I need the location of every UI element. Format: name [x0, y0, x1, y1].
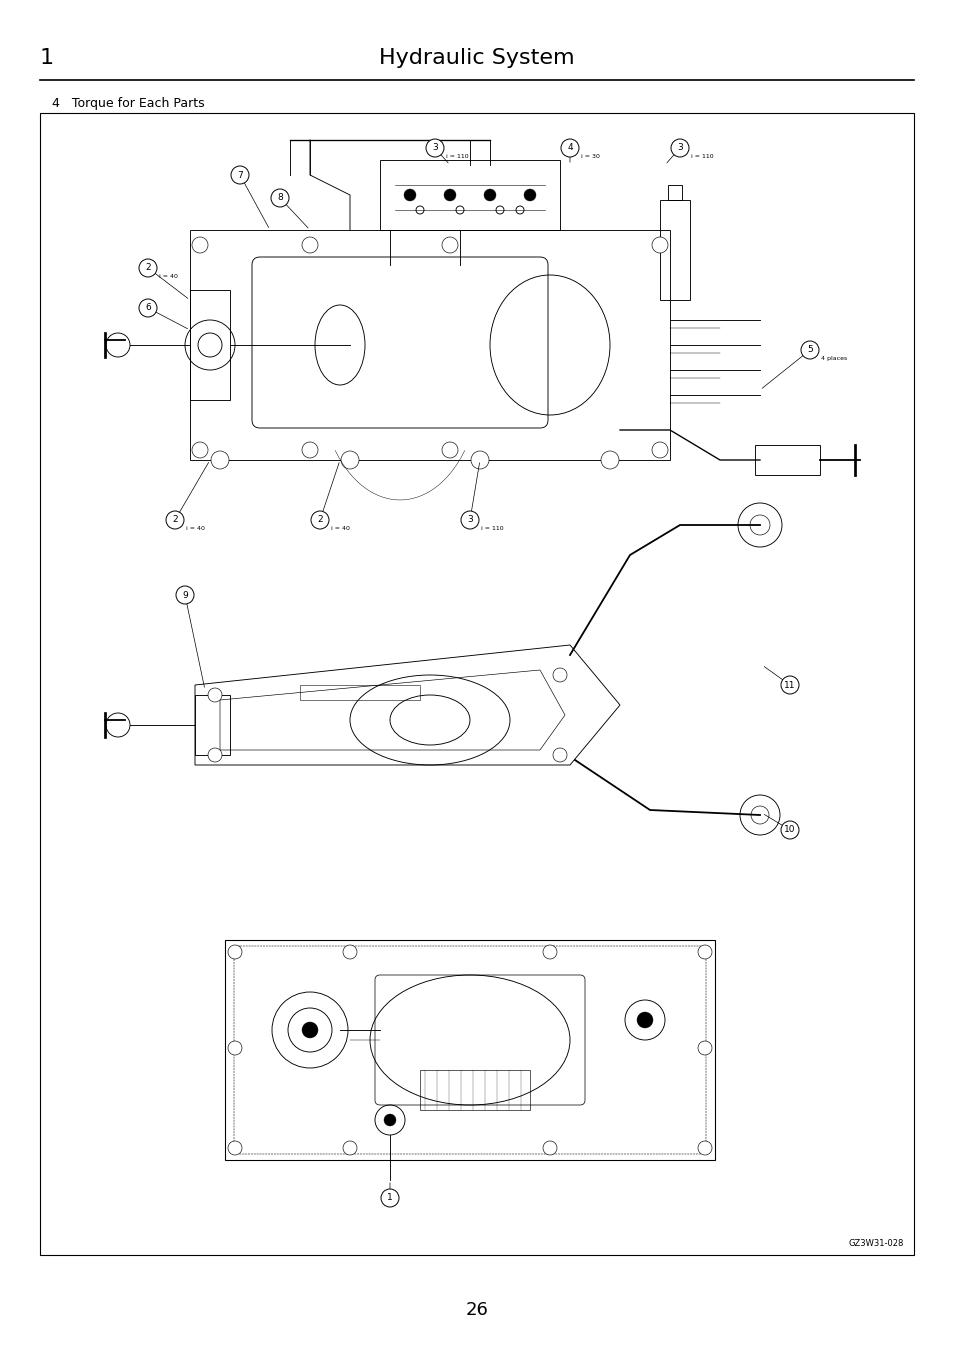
Circle shape — [553, 748, 566, 762]
Circle shape — [600, 451, 618, 469]
Circle shape — [670, 139, 688, 157]
Circle shape — [698, 1142, 711, 1155]
Circle shape — [426, 139, 443, 157]
Text: 11: 11 — [783, 681, 795, 689]
Text: 9: 9 — [182, 590, 188, 600]
Text: 3: 3 — [677, 143, 682, 153]
Text: i = 110: i = 110 — [480, 526, 503, 531]
Circle shape — [553, 667, 566, 682]
Text: i = 40: i = 40 — [159, 274, 177, 280]
Text: i = 40: i = 40 — [186, 526, 205, 531]
Circle shape — [311, 511, 329, 530]
Text: 4 places: 4 places — [821, 357, 846, 361]
Text: 3: 3 — [467, 516, 473, 524]
Text: 2: 2 — [316, 516, 322, 524]
Text: GZ3W31-028: GZ3W31-028 — [848, 1239, 903, 1248]
Circle shape — [106, 332, 130, 357]
Text: 2: 2 — [145, 263, 151, 273]
Circle shape — [460, 511, 478, 530]
Circle shape — [302, 236, 317, 253]
Circle shape — [637, 1012, 652, 1028]
Circle shape — [443, 189, 456, 201]
Text: 1: 1 — [387, 1193, 393, 1202]
Circle shape — [483, 189, 496, 201]
Circle shape — [403, 189, 416, 201]
Text: 6: 6 — [145, 304, 151, 312]
Circle shape — [441, 442, 457, 458]
Circle shape — [343, 944, 356, 959]
Text: 3: 3 — [432, 143, 437, 153]
Text: 1: 1 — [40, 49, 54, 68]
Text: i = 110: i = 110 — [446, 154, 468, 159]
Circle shape — [166, 511, 184, 530]
Circle shape — [340, 451, 358, 469]
Text: 10: 10 — [783, 825, 795, 835]
Text: i = 110: i = 110 — [690, 154, 713, 159]
Text: 4   Torque for Each Parts: 4 Torque for Each Parts — [52, 96, 204, 109]
Circle shape — [651, 442, 667, 458]
Text: 4: 4 — [567, 143, 572, 153]
Circle shape — [560, 139, 578, 157]
Circle shape — [471, 451, 489, 469]
Circle shape — [542, 1142, 557, 1155]
Text: Hydraulic System: Hydraulic System — [378, 49, 575, 68]
Circle shape — [106, 713, 130, 738]
Circle shape — [139, 299, 157, 317]
Text: 5: 5 — [806, 346, 812, 354]
Circle shape — [192, 236, 208, 253]
Circle shape — [698, 944, 711, 959]
Circle shape — [441, 236, 457, 253]
Circle shape — [208, 688, 222, 703]
Text: i = 40: i = 40 — [331, 526, 350, 531]
Circle shape — [208, 748, 222, 762]
Text: i = 30: i = 30 — [580, 154, 599, 159]
Circle shape — [271, 189, 289, 207]
Circle shape — [211, 451, 229, 469]
Circle shape — [343, 1142, 356, 1155]
Text: 8: 8 — [276, 193, 283, 203]
Circle shape — [228, 1042, 242, 1055]
Circle shape — [139, 259, 157, 277]
Circle shape — [380, 1189, 398, 1206]
Circle shape — [231, 166, 249, 184]
Circle shape — [302, 1021, 317, 1038]
Circle shape — [781, 821, 799, 839]
Circle shape — [228, 1142, 242, 1155]
Circle shape — [781, 676, 799, 694]
Circle shape — [801, 340, 818, 359]
Circle shape — [384, 1115, 395, 1125]
Circle shape — [192, 442, 208, 458]
Circle shape — [651, 236, 667, 253]
Text: 7: 7 — [237, 170, 243, 180]
Circle shape — [542, 944, 557, 959]
Circle shape — [228, 944, 242, 959]
Circle shape — [698, 1042, 711, 1055]
Text: 26: 26 — [465, 1301, 488, 1319]
Text: 2: 2 — [172, 516, 177, 524]
Circle shape — [175, 586, 193, 604]
Circle shape — [302, 442, 317, 458]
Circle shape — [523, 189, 536, 201]
